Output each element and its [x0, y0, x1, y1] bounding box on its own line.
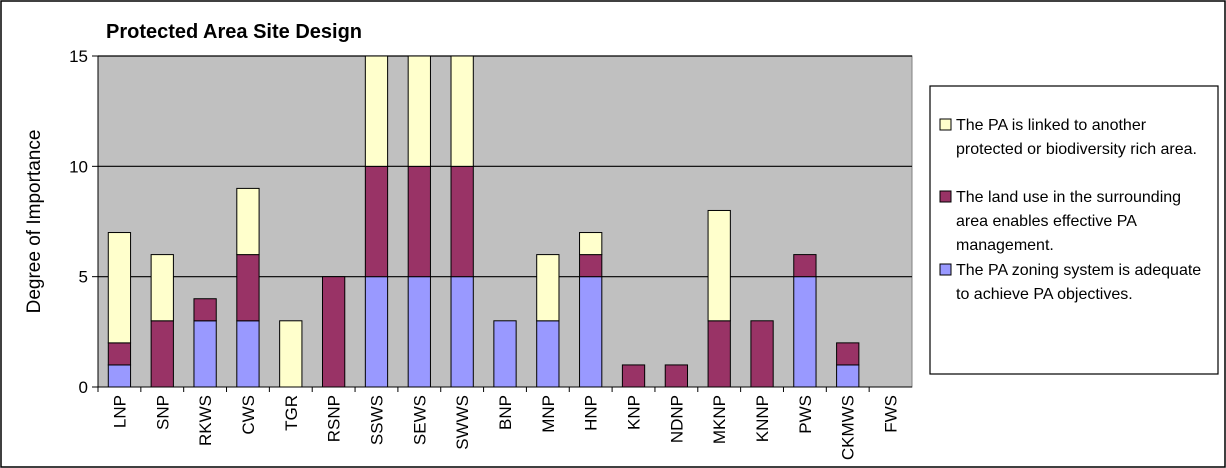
bar-segment — [407, 276, 431, 388]
bar-segment — [364, 165, 389, 278]
x-tick-label: FWS — [882, 395, 901, 433]
x-tick-label: SSWS — [367, 395, 386, 445]
y-tick-label: 15 — [69, 47, 88, 66]
bar-segment — [621, 364, 646, 388]
bars — [107, 55, 860, 388]
legend-label: The PA zoning system is adequate — [956, 262, 1201, 279]
bar-segment — [750, 320, 774, 388]
legend-swatch — [939, 263, 952, 276]
bar-segment — [836, 364, 860, 388]
bar-segment — [150, 320, 174, 388]
bar-segment — [150, 254, 174, 322]
legend-box — [929, 85, 1219, 375]
x-tick-label: NDNP — [667, 395, 686, 443]
y-tick-label: 5 — [79, 268, 88, 287]
bar-segment — [836, 342, 860, 366]
x-tick-label: RSNP — [325, 395, 344, 442]
bar-segment — [193, 298, 217, 322]
x-tick-label: TGR — [282, 395, 301, 431]
x-tick-label: SWWS — [453, 395, 472, 450]
legend-label: area enables effective PA — [956, 213, 1137, 230]
bar-segment — [364, 55, 389, 167]
bar-segment — [321, 276, 346, 388]
bar-segment — [364, 276, 389, 388]
x-tick-label: MNP — [539, 395, 558, 433]
bar-segment — [107, 364, 132, 388]
x-tick-label: BNP — [496, 395, 515, 430]
x-tick-label: MKNP — [710, 395, 729, 444]
bar-segment — [707, 320, 731, 388]
bar-segment — [107, 232, 132, 344]
bar-segment — [193, 320, 217, 388]
legend-label: to achieve PA objectives. — [956, 286, 1133, 303]
bar-segment — [236, 320, 260, 388]
x-tick-label: SEWS — [410, 395, 429, 445]
bar-segment — [107, 342, 132, 366]
legend-item: The PA is linked to another protected or … — [939, 117, 1197, 158]
bar-segment — [793, 254, 817, 278]
legend-item: The land use in the surrounding area enab… — [939, 189, 1181, 254]
x-tick-label: CKMWS — [839, 395, 858, 460]
bar-segment — [579, 254, 603, 278]
x-tick-label: CWS — [239, 395, 258, 435]
bar-segment — [407, 55, 431, 167]
bar-segment — [664, 364, 689, 388]
bar-segment — [407, 165, 431, 278]
legend-label: management. — [956, 237, 1054, 254]
x-axis: LNP SNP RKWS CWS TGR RSNP SSWS SEWS SWWS BNP MNP HN… — [97, 386, 912, 460]
x-tick-label: KNP — [625, 395, 644, 430]
legend-item: The PA zoning system is adequate to achie… — [939, 262, 1201, 303]
legend-label: protected or biodiversity rich area. — [956, 141, 1197, 158]
bar-segment — [236, 254, 260, 322]
legend-label: The PA is linked to another — [956, 117, 1147, 134]
y-axis: 0 5 10 15 — [69, 47, 99, 397]
chart-title: Protected Area Site Design — [106, 21, 362, 43]
bar-segment — [793, 276, 817, 388]
legend-label: The land use in the surrounding — [956, 189, 1181, 206]
x-tick-label: LNP — [110, 395, 129, 428]
bar-segment — [450, 276, 474, 388]
y-tick-label: 0 — [79, 378, 88, 397]
y-axis-label: Degree of Importance — [24, 130, 45, 314]
bar-segment — [236, 187, 260, 256]
y-tick-label: 10 — [69, 157, 88, 176]
bar-segment — [707, 209, 731, 322]
x-tick-label: PWS — [796, 395, 815, 434]
legend: The PA is linked to another protected or … — [929, 85, 1219, 375]
gridlines — [98, 55, 912, 278]
x-tick-label: SNP — [153, 395, 172, 430]
bar-segment — [450, 165, 474, 278]
bar-segment — [579, 232, 603, 256]
legend-swatch — [939, 118, 952, 131]
bar-segment — [536, 254, 560, 322]
bar-segment — [579, 276, 603, 388]
bar-segment — [493, 320, 517, 388]
bar-segment — [536, 320, 560, 388]
bar-segment — [450, 55, 474, 167]
x-tick-label: RKWS — [196, 395, 215, 446]
legend-swatch — [939, 190, 952, 203]
bar-segment — [279, 320, 303, 388]
x-tick-label: HNP — [582, 395, 601, 431]
x-tick-label: KNNP — [753, 395, 772, 442]
